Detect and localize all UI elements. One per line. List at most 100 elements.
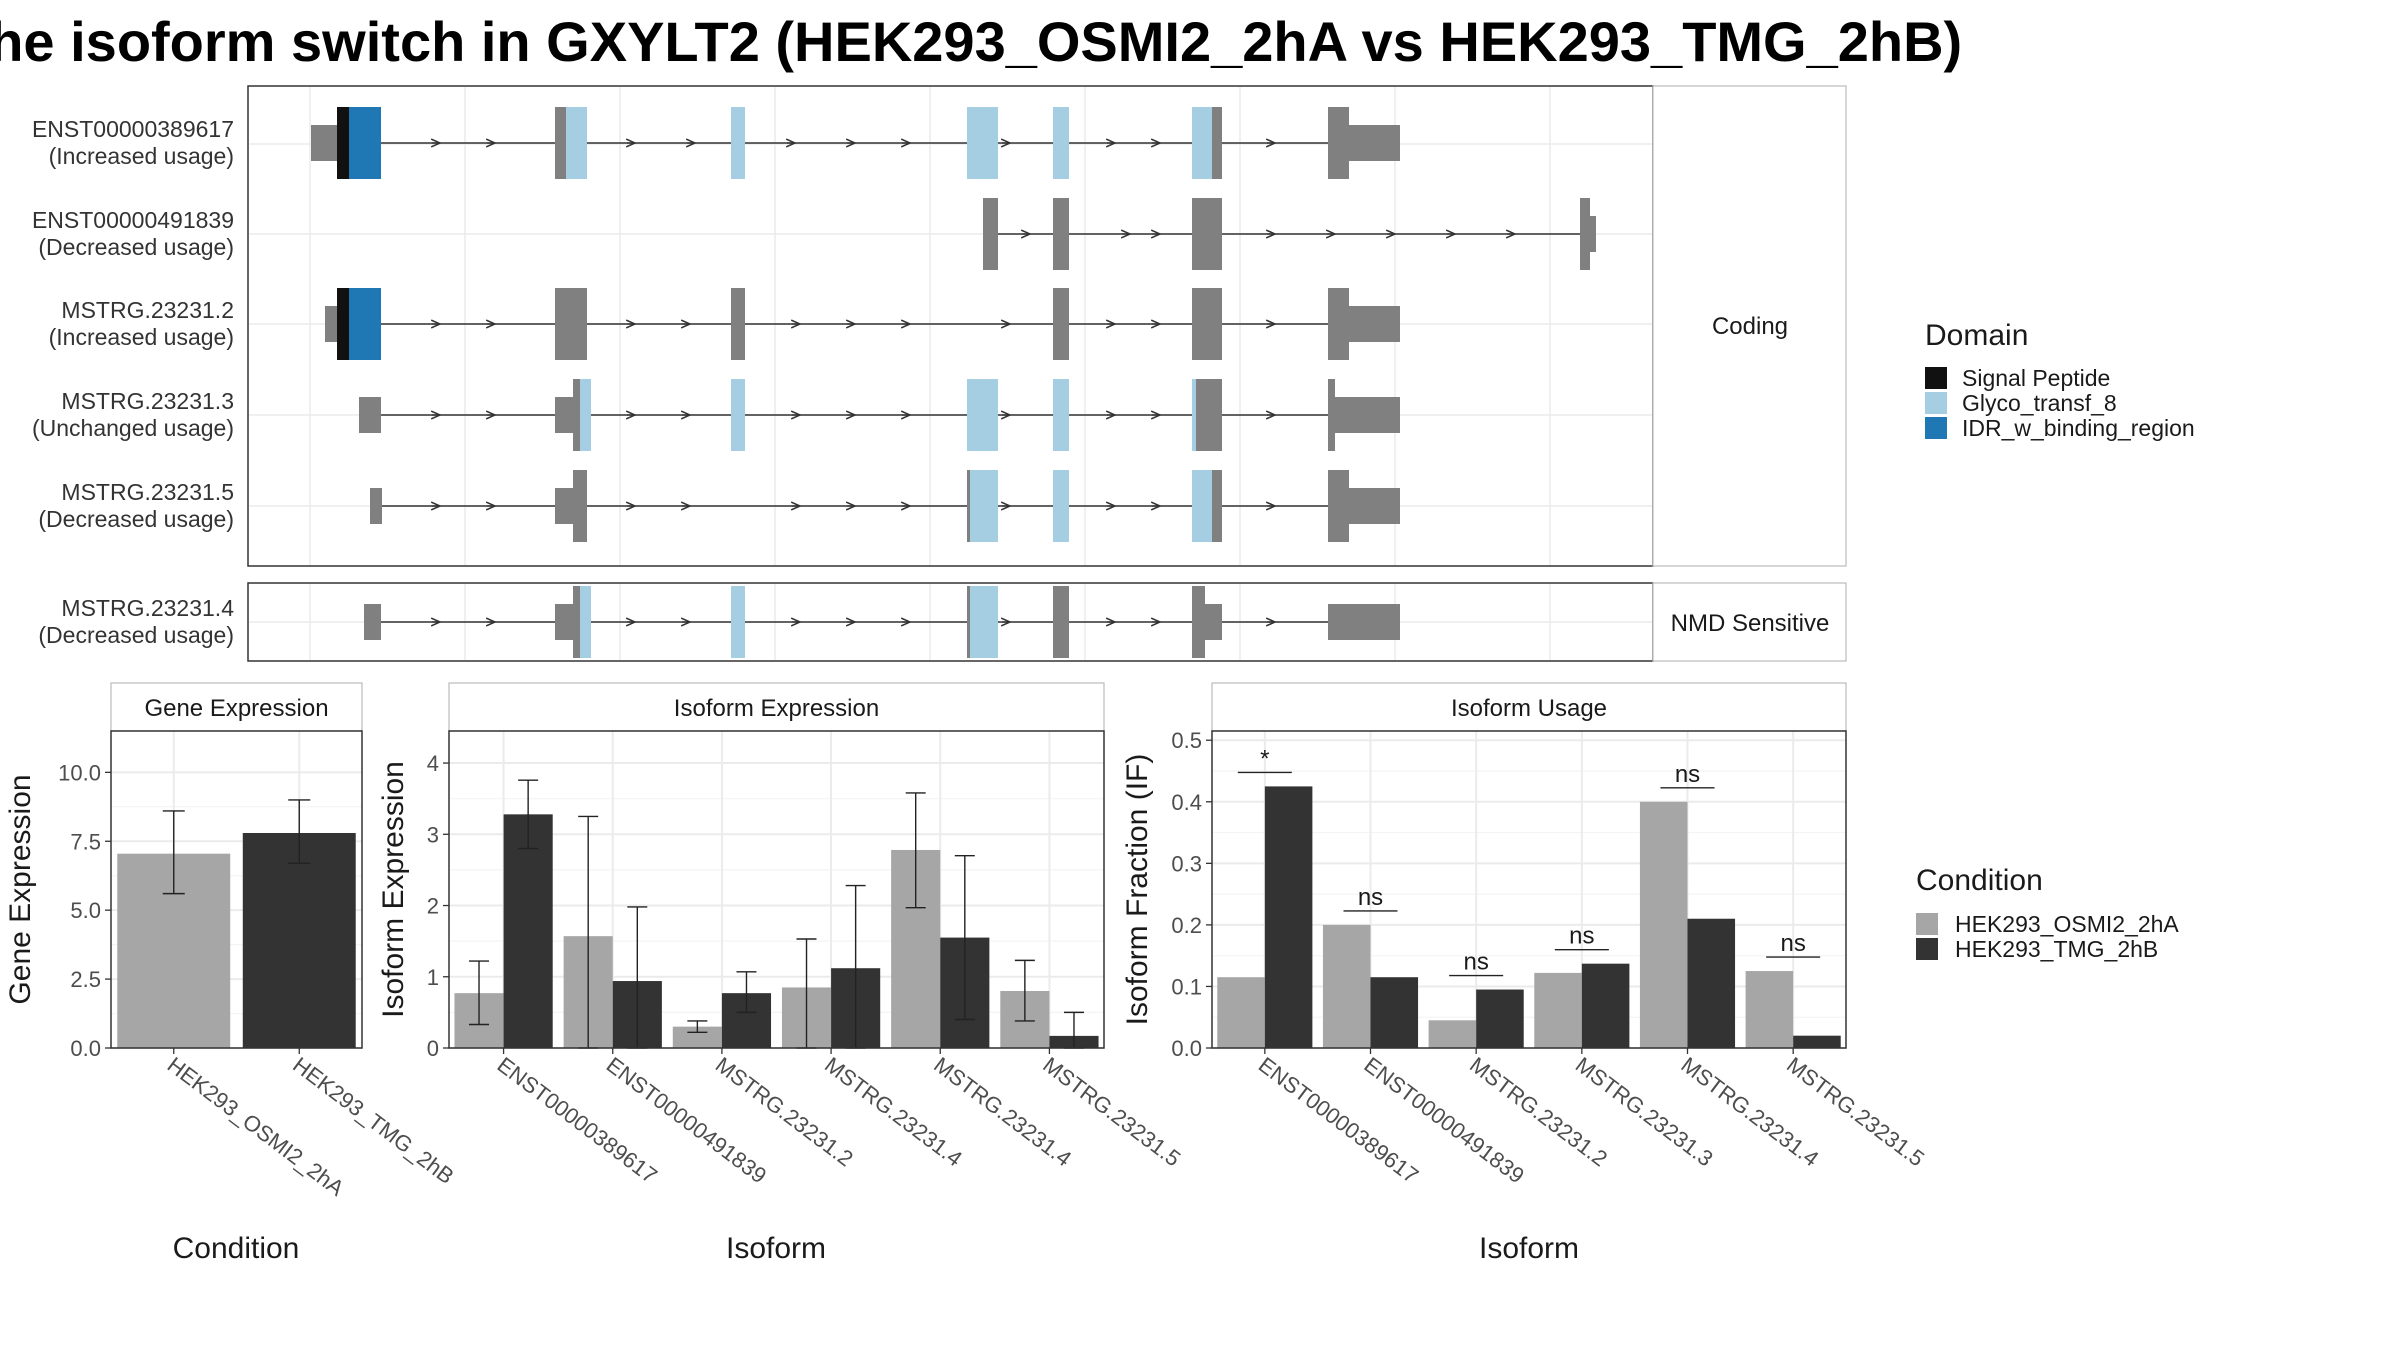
significance-label: * xyxy=(1260,745,1269,772)
error-bar xyxy=(162,810,185,895)
cds-exon xyxy=(1328,107,1349,179)
y-tick-label: 0.2 xyxy=(1171,913,1202,938)
cds-exon xyxy=(1192,379,1196,451)
domain-legend-title: Domain xyxy=(1925,319,2028,352)
cds-exon xyxy=(967,470,970,542)
utr-exon xyxy=(1349,125,1400,161)
cds-exon xyxy=(337,107,349,179)
cds-exon xyxy=(555,107,566,179)
utr-exon xyxy=(359,397,381,433)
chart-title: Gene Expression xyxy=(144,695,328,722)
chart-1: Gene Expression0.02.55.07.510.0HEK293_OS… xyxy=(4,682,459,1265)
cds-exon xyxy=(349,107,381,179)
y-tick-label: 0.1 xyxy=(1171,974,1202,999)
bar xyxy=(1745,971,1794,1048)
bar xyxy=(1428,1020,1477,1048)
chart-strip xyxy=(1211,682,1847,732)
plot-border xyxy=(448,730,1105,1049)
cds-exon xyxy=(1328,379,1335,451)
utr-exon xyxy=(1349,306,1400,342)
y-axis-label: Isoform Expression xyxy=(377,761,410,1018)
isoform-label-id: ENST00000389617 xyxy=(32,116,234,142)
bar xyxy=(1639,801,1688,1048)
y-tick-label: 5.0 xyxy=(70,898,101,923)
bar xyxy=(1581,963,1630,1048)
plot-background xyxy=(1212,731,1846,1048)
isoform-label-usage: (Increased usage) xyxy=(49,324,234,350)
isoform-label-usage: (Decreased usage) xyxy=(38,506,234,532)
significance-label: ns xyxy=(1463,949,1488,976)
error-bar xyxy=(469,960,490,1026)
domain-legend-swatch xyxy=(1925,417,1947,439)
utr-exon xyxy=(311,125,337,161)
domain-legend-label: IDR_w_binding_region xyxy=(1962,415,2195,441)
isoform-track-5 xyxy=(370,470,1400,542)
y-tick-label: 0.4 xyxy=(1171,790,1202,815)
plot-background xyxy=(449,731,1104,1048)
error-bar xyxy=(687,1020,708,1034)
bar xyxy=(1322,924,1371,1048)
chart-title: Isoform Expression xyxy=(674,695,879,722)
significance-label: ns xyxy=(1569,923,1594,950)
isoform-label-id: MSTRG.23231.4 xyxy=(61,595,234,621)
cds-exon xyxy=(967,379,998,451)
utr-exon xyxy=(1590,216,1596,252)
coding-isoform-tracks xyxy=(311,107,1596,542)
domain-legend-label: Glyco_transf_8 xyxy=(1962,390,2117,416)
condition-legend-label: HEK293_TMG_2hB xyxy=(1955,936,2158,962)
condition-legend-swatch xyxy=(1916,938,1938,960)
structure-panel-coding: Coding xyxy=(247,85,1847,567)
cds-exon xyxy=(1580,198,1590,270)
cds-exon xyxy=(1192,107,1212,179)
y-tick-label: 2.5 xyxy=(70,967,101,992)
y-tick-label: 7.5 xyxy=(70,829,101,854)
isoform-track-2 xyxy=(983,198,1596,270)
x-axis-label: Isoform xyxy=(726,1232,826,1265)
cds-exon xyxy=(573,470,587,542)
x-axis-label: Isoform xyxy=(1479,1232,1579,1265)
isoform-label-id: ENST00000491839 xyxy=(32,207,234,233)
isoform-label-id: MSTRG.23231.3 xyxy=(61,388,234,414)
bar-charts: Gene Expression0.02.55.07.510.0HEK293_OS… xyxy=(4,682,1929,1265)
cds-exon xyxy=(1192,470,1212,542)
cds-exon xyxy=(731,586,745,658)
chart-strip xyxy=(448,682,1105,732)
significance-label: ns xyxy=(1358,884,1383,911)
error-bar xyxy=(736,971,757,1014)
error-bar xyxy=(905,792,926,909)
cds-exon xyxy=(337,288,349,360)
isoform-label-usage: (Decreased usage) xyxy=(38,622,234,648)
cds-exon xyxy=(1053,470,1069,542)
cds-exon xyxy=(1196,379,1222,451)
y-axis-label: Isoform Fraction (IF) xyxy=(1121,754,1154,1026)
isoform-label-id: MSTRG.23231.2 xyxy=(61,297,234,323)
bar xyxy=(1264,786,1313,1048)
cds-exon xyxy=(983,198,998,270)
isoform-track-6 xyxy=(364,586,1400,658)
cds-exon xyxy=(1053,586,1069,658)
cds-exon xyxy=(970,470,998,542)
error-bar xyxy=(518,779,539,850)
isoform-labels: ENST00000389617 (Increased usage) ENST0000… xyxy=(32,116,234,648)
y-tick-label: 0.3 xyxy=(1171,851,1202,876)
utr-exon xyxy=(370,488,382,524)
cds-exon xyxy=(731,288,745,360)
cds-exon xyxy=(1328,288,1349,360)
cds-exon xyxy=(1053,198,1069,270)
cds-exon xyxy=(967,586,970,658)
utr-exon xyxy=(1335,397,1400,433)
y-tick-label: 10.0 xyxy=(58,760,101,785)
y-tick-label: 0.0 xyxy=(70,1036,101,1061)
figure-title: The isoform switch in GXYLT2 (HEK293_OSM… xyxy=(0,10,1963,73)
chart-title: Isoform Usage xyxy=(1451,695,1607,722)
error-bar xyxy=(288,799,311,865)
bar xyxy=(1217,977,1265,1048)
cds-exon xyxy=(573,379,580,451)
cds-exon xyxy=(580,379,591,451)
cds-exon xyxy=(1192,198,1222,270)
y-tick-label: 1 xyxy=(427,965,439,990)
y-tick-label: 0.0 xyxy=(1171,1036,1202,1061)
cds-exon xyxy=(1053,379,1069,451)
